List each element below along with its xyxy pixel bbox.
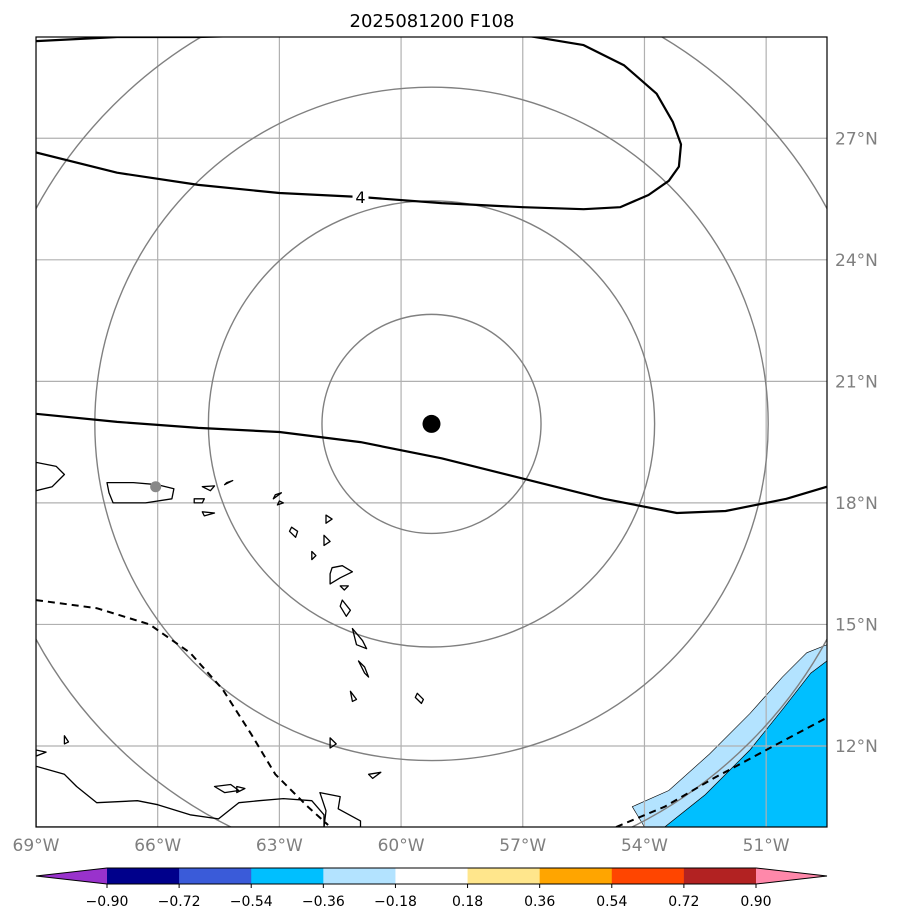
lat-tick-label: 24°N: [835, 251, 878, 271]
coastline: [201, 511, 216, 517]
lon-tick-label: 69°W: [13, 836, 60, 856]
coastline: [63, 735, 70, 745]
colorbar-segment: [467, 868, 541, 884]
lat-tick-label: 12°N: [835, 737, 878, 757]
coastline: [319, 791, 362, 827]
coastline: [311, 550, 317, 561]
colorbar-label: 0.18: [452, 894, 483, 910]
colorbar-label: 0.54: [596, 894, 627, 910]
coastline: [357, 660, 370, 678]
lon-tick-label: 54°W: [621, 836, 668, 856]
map-plot-area: 4: [36, 37, 827, 827]
axis-tick-labels: 69°W 66°W 63°W 60°W 57°W 54°W 51°W 12°N 15°N 18°N…: [13, 129, 878, 856]
colorbar-segment: [611, 868, 685, 884]
contour-solid: [36, 412, 827, 515]
colorbar-label: −0.54: [230, 894, 273, 910]
lat-tick-label: 21°N: [835, 372, 878, 392]
contour-solid: [36, 37, 683, 211]
coastline: [325, 514, 333, 524]
station-marker: [150, 481, 162, 493]
lon-tick-label: 66°W: [134, 836, 181, 856]
lon-tick-label: 51°W: [743, 836, 790, 856]
coastline: [288, 526, 299, 538]
colorbar-segment: [323, 868, 396, 884]
contour-label: 4: [355, 188, 365, 207]
coastline: [36, 765, 325, 827]
contour-label-bg: [352, 187, 369, 208]
storm-center-marker: [422, 414, 441, 433]
coastline: [272, 492, 283, 500]
colorbar-segment: [179, 868, 252, 884]
colorbar-segment: [107, 868, 180, 884]
lon-tick-label: 63°W: [256, 836, 303, 856]
coastline: [339, 585, 349, 591]
colorbar-label: −0.18: [374, 894, 417, 910]
colorbar-label: 0.72: [668, 894, 699, 910]
coastline: [329, 565, 354, 585]
coastline: [323, 534, 331, 547]
coastline: [349, 690, 358, 703]
lon-tick-label: 60°W: [378, 836, 425, 856]
coastline: [223, 479, 234, 486]
shaded-field-layer: [631, 644, 827, 827]
coastline: [414, 692, 425, 705]
colorbar: −0.90 −0.72 −0.54 −0.36 −0.18 0.18 0.36 0.54 0.7…: [35, 867, 828, 910]
coastlines: [36, 461, 425, 827]
colorbar-label: 0.36: [524, 894, 555, 910]
coastline: [351, 627, 368, 650]
range-ring: [207, 200, 656, 648]
lon-tick-label: 57°W: [499, 836, 546, 856]
lat-tick-label: 18°N: [835, 494, 878, 514]
coastline: [36, 461, 66, 492]
lat-tick-label: 27°N: [835, 129, 878, 149]
coastline: [193, 498, 205, 504]
colorbar-segment: [395, 868, 469, 884]
contour-lines: 4: [36, 37, 827, 827]
colorbar-label: −0.36: [302, 894, 345, 910]
colorbar-segment: [251, 868, 324, 884]
contour-dashed: [615, 716, 827, 827]
colorbar-label: −0.90: [86, 894, 129, 910]
lat-tick-label: 15°N: [835, 615, 878, 635]
coastline: [201, 485, 216, 492]
map-frame: [35, 36, 828, 828]
shaded-region-1: [631, 644, 827, 827]
coastline: [106, 481, 175, 504]
coastline: [367, 771, 382, 780]
colorbar-extend-low: [36, 868, 107, 884]
range-ring: [321, 313, 542, 535]
markers: [150, 414, 441, 493]
coastline: [213, 783, 240, 794]
figure-title: 2025081200 F108: [350, 11, 515, 32]
colorbar-segment: [539, 868, 613, 884]
range-ring: [94, 86, 769, 762]
colorbar-segment: [683, 868, 757, 884]
gridlines: [36, 37, 827, 827]
coastline: [276, 500, 285, 506]
coastline: [236, 785, 246, 794]
colorbar-label: 0.90: [740, 894, 771, 910]
range-rings: [36, 37, 827, 827]
coastline: [329, 737, 337, 749]
coastline: [339, 599, 352, 617]
colorbar-extend-high: [756, 868, 827, 884]
coastline: [36, 749, 47, 757]
colorbar-label: −0.72: [158, 894, 201, 910]
